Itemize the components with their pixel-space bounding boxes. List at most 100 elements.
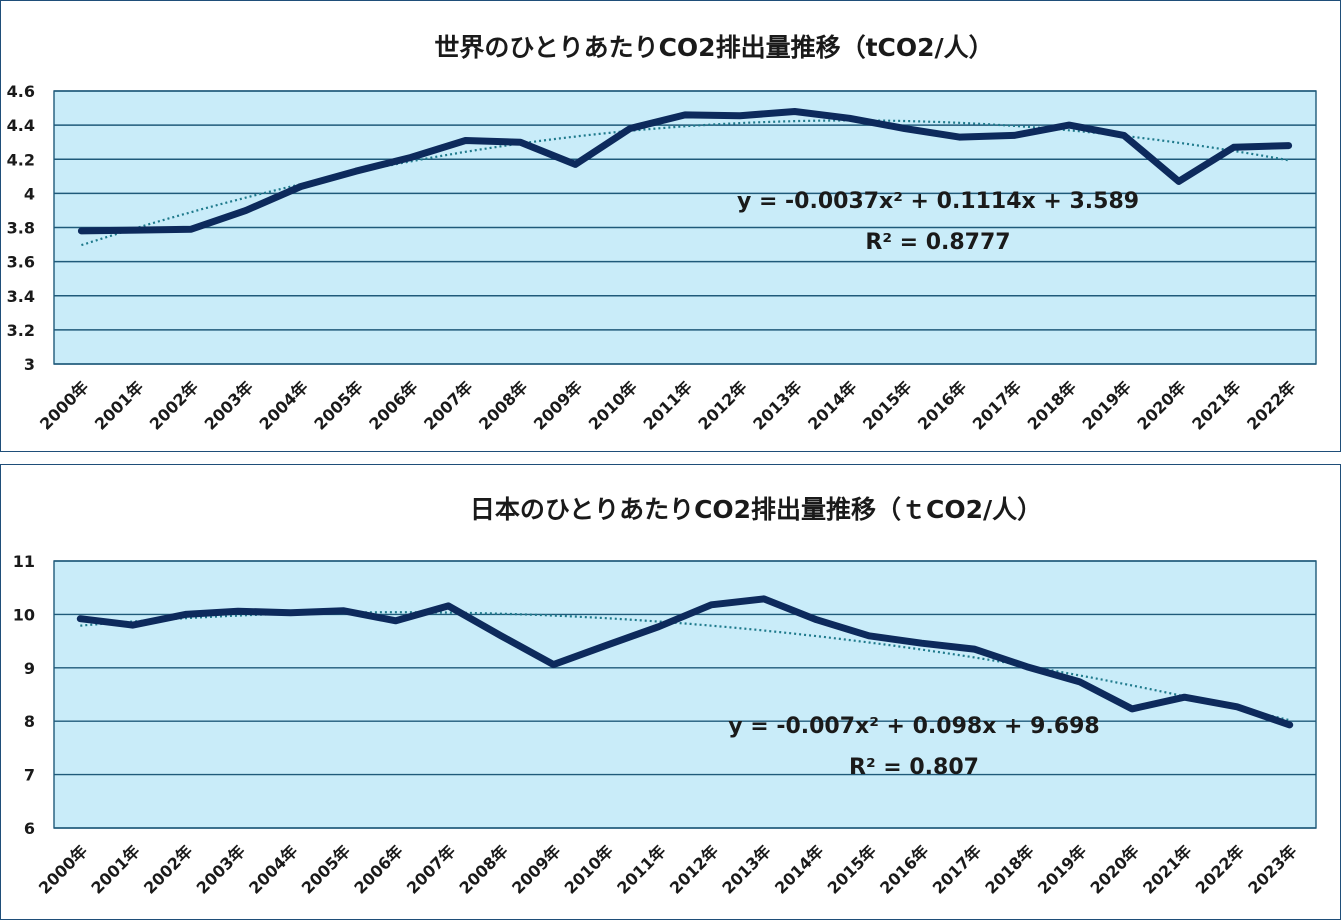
x-tick-label: 2003年	[201, 377, 257, 433]
data-point	[465, 139, 467, 141]
x-tick-label: 2023年	[1244, 841, 1300, 897]
y-tick-label: 3	[24, 355, 35, 374]
data-point	[290, 612, 292, 614]
data-point	[132, 624, 134, 626]
data-point	[135, 229, 137, 231]
y-tick-label: 4.6	[7, 82, 35, 101]
data-point	[684, 114, 686, 116]
y-tick-label: 8	[24, 712, 35, 731]
data-point	[1078, 681, 1080, 683]
data-point	[1013, 134, 1015, 136]
x-tick-label: 2013年	[718, 841, 774, 897]
data-point	[1184, 696, 1186, 698]
data-point	[958, 136, 960, 138]
data-point	[237, 610, 239, 612]
y-tick-label: 3.6	[7, 253, 35, 272]
x-tick-label: 2003年	[193, 841, 249, 897]
x-tick-label: 2004年	[245, 841, 301, 897]
x-tick-label: 2017年	[969, 377, 1025, 433]
chart-title: 日本のひとりあたりCO2排出量推移（ｔCO2/人）	[470, 495, 1042, 524]
data-point	[903, 128, 905, 130]
data-point	[410, 157, 412, 159]
x-tick-label: 2012年	[694, 377, 750, 433]
y-tick-label: 4.4	[7, 116, 35, 135]
trendline-r-squared: R² = 0.807	[849, 755, 979, 780]
data-point	[815, 619, 817, 621]
x-tick-label: 2004年	[255, 377, 311, 433]
x-tick-label: 2022年	[1243, 377, 1299, 433]
x-tick-label: 2007年	[403, 841, 459, 897]
y-tick-label: 10	[13, 605, 35, 624]
data-point	[190, 228, 192, 230]
x-tick-label: 2010年	[585, 377, 641, 433]
y-tick-label: 3.4	[7, 287, 35, 306]
data-point	[1178, 180, 1180, 182]
x-tick-label: 2007年	[420, 377, 476, 433]
data-point	[1288, 145, 1290, 147]
y-tick-label: 6	[24, 819, 35, 838]
y-tick-label: 3.8	[7, 219, 35, 238]
x-tick-label: 2016年	[876, 841, 932, 897]
y-tick-label: 9	[24, 659, 35, 678]
x-tick-label: 2020年	[1133, 377, 1189, 433]
x-tick-label: 2021年	[1139, 841, 1195, 897]
data-point	[80, 230, 82, 232]
data-point	[1236, 706, 1238, 708]
x-tick-label: 2009年	[508, 841, 564, 897]
y-tick-label: 11	[13, 552, 35, 571]
x-tick-label: 2015年	[824, 841, 880, 897]
trendline	[81, 119, 1289, 247]
data-point	[300, 186, 302, 188]
data-point	[658, 626, 660, 628]
data-point	[1289, 724, 1291, 726]
x-tick-label: 2016年	[914, 377, 970, 433]
x-tick-label: 2020年	[1087, 841, 1143, 897]
x-tick-label: 2000年	[36, 377, 92, 433]
plot-area	[54, 561, 1316, 828]
y-tick-label: 3.2	[7, 321, 35, 340]
x-tick-label: 2014年	[804, 377, 860, 433]
japan-co2-chart: 日本のひとりあたりCO2排出量推移（ｔCO2/人） 678910112000年2…	[13, 495, 1317, 898]
x-tick-label: 2001年	[91, 377, 147, 433]
x-tick-label: 2005年	[310, 377, 366, 433]
data-point	[574, 163, 576, 165]
data-point	[500, 635, 502, 637]
x-tick-label: 2021年	[1188, 377, 1244, 433]
data-point	[1026, 666, 1028, 668]
x-tick-label: 2010年	[561, 841, 617, 897]
data-point	[1233, 146, 1235, 148]
trendline-equation: y = -0.007x² + 0.098x + 9.698	[728, 714, 1100, 739]
x-tick-label: 2019年	[1079, 377, 1135, 433]
data-point	[79, 618, 81, 620]
trendline-equation: y = -0.0037x² + 0.1114x + 3.589	[737, 189, 1139, 214]
data-point	[184, 613, 186, 615]
data-point	[342, 610, 344, 612]
data-point	[355, 170, 357, 172]
data-point	[921, 642, 923, 644]
data-point	[794, 110, 796, 112]
x-tick-label: 2011年	[613, 841, 669, 897]
y-tick-label: 4.2	[7, 150, 35, 169]
data-point	[629, 128, 631, 130]
data-point	[1068, 124, 1070, 126]
plot-border	[53, 560, 1317, 829]
series-line	[76, 595, 1294, 729]
japan-chart-panel: 日本のひとりあたりCO2排出量推移（ｔCO2/人） 6 7 8 9 10 11 2000年 2…	[0, 464, 1341, 920]
data-point	[245, 209, 247, 211]
x-tick-label: 2005年	[298, 841, 354, 897]
x-tick-label: 2011年	[640, 377, 696, 433]
x-tick-label: 2019年	[1034, 841, 1090, 897]
data-point	[1131, 708, 1133, 710]
data-point	[763, 598, 765, 600]
x-tick-label: 2002年	[140, 841, 196, 897]
x-tick-label: 2008年	[456, 841, 512, 897]
data-point	[849, 117, 851, 119]
data-point	[553, 664, 555, 666]
x-tick-label: 2014年	[771, 841, 827, 897]
world-co2-chart: 世界のひとりあたりCO2排出量推移（tCO2/人） 3 3.2 3.4 3.6 3.8 4…	[7, 33, 1317, 434]
chart-title: 世界のひとりあたりCO2排出量推移（tCO2/人）	[434, 33, 993, 62]
data-point	[973, 648, 975, 650]
x-tick-label: 2001年	[87, 841, 143, 897]
x-tick-label: 2015年	[859, 377, 915, 433]
x-tick-label: 2012年	[666, 841, 722, 897]
